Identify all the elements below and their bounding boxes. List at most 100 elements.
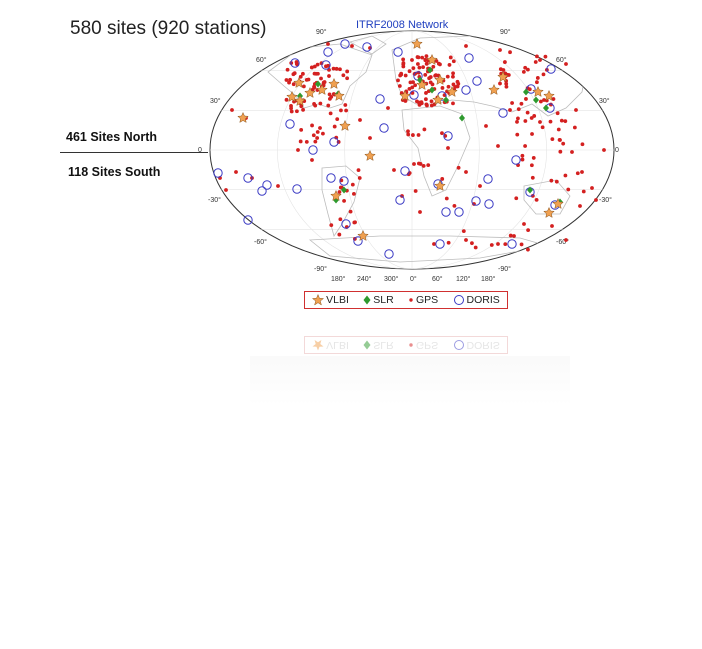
gps-station [403, 73, 408, 78]
latitude-label-right: 0 [615, 147, 619, 154]
gps-station [580, 170, 584, 174]
gps-station [358, 118, 362, 122]
gps-station [535, 76, 540, 80]
vlbi-station [333, 89, 345, 101]
gps-station [315, 130, 320, 134]
station-markers [213, 37, 606, 259]
doris-station [384, 249, 394, 259]
gps-station [438, 62, 442, 67]
vlbi-station [416, 78, 428, 90]
gps-station [446, 84, 451, 89]
legend-vlbi-label: VLBI [326, 294, 349, 306]
gps-station [417, 102, 422, 107]
gps-station [431, 64, 436, 69]
vlbi-station [446, 85, 458, 97]
doris-station [498, 108, 508, 118]
gps-station [326, 103, 331, 108]
gps-station [525, 110, 530, 115]
latitude-label-right: 90° [500, 28, 511, 36]
gps-station [407, 69, 412, 74]
gps-station [496, 144, 500, 148]
gps-station [451, 101, 455, 106]
gps-station [519, 242, 524, 247]
legend-vlbi: VLBI [312, 294, 349, 306]
gps-station [444, 196, 449, 201]
gps-station [304, 77, 309, 82]
gps-station [566, 187, 571, 192]
gps-station [456, 165, 461, 170]
gps-station [331, 66, 336, 71]
gps-station [501, 68, 506, 72]
doris-station [290, 58, 300, 68]
gps-station [415, 62, 420, 66]
gps-station [446, 240, 451, 245]
gps-station [473, 245, 478, 250]
gps-station [550, 137, 555, 141]
gps-station [321, 131, 325, 136]
gps-station [406, 129, 410, 134]
gps-station [535, 80, 539, 85]
gps-station [332, 124, 337, 129]
doris-station [340, 39, 350, 49]
gps-station [525, 67, 530, 72]
gps-station [315, 136, 320, 140]
gps-station [510, 101, 514, 105]
gps-station [581, 189, 586, 194]
gps-station [421, 65, 426, 70]
slr-station [341, 186, 347, 194]
gps-station [413, 83, 418, 88]
doris-station [461, 85, 471, 95]
gps-station [298, 74, 303, 79]
gps-station [411, 133, 415, 137]
gps-station [559, 118, 564, 123]
vlbi-station [237, 111, 249, 123]
gps-station [464, 238, 468, 242]
gps-station [520, 153, 525, 158]
longitude-label: 180° [331, 275, 346, 283]
gps-station [427, 76, 432, 81]
gps-station [432, 242, 436, 246]
latitude-label-right: 30° [599, 97, 610, 105]
latitude-label-left: 60° [256, 56, 267, 64]
gps-station [285, 67, 290, 72]
doris-station [484, 199, 494, 209]
doris-station [393, 47, 403, 57]
legend-doris-label: DORIS [466, 294, 500, 306]
doris-station [321, 60, 331, 70]
gps-station [334, 66, 339, 71]
star-icon [312, 294, 325, 306]
meridian-line [344, 31, 413, 269]
doris-station [362, 42, 372, 52]
vlbi-station [426, 53, 438, 65]
gps-station [551, 97, 556, 101]
gps-station [530, 132, 534, 136]
gps-station [299, 127, 304, 132]
gps-station [447, 63, 452, 67]
coastline [401, 105, 471, 197]
gps-station [352, 191, 356, 196]
vlbi-station [304, 86, 316, 98]
gps-station [578, 204, 582, 208]
gps-station [401, 61, 406, 65]
gps-station [530, 175, 535, 180]
doris-station [262, 180, 272, 190]
gps-station [533, 60, 538, 64]
gps-station [309, 65, 314, 70]
gps-station [284, 97, 289, 102]
north-sites-label: 461 Sites North [66, 130, 158, 144]
doris-station [243, 215, 253, 225]
reflection-fade [250, 356, 570, 406]
legend: VLBI SLR GPS DORIS [304, 291, 508, 309]
gps-station [410, 91, 415, 95]
gps-station [496, 242, 500, 246]
axis-labels: 90° 90° 60° 60° 30° 30° 0 0 -30° -30° -60° -60° -90°… [198, 28, 619, 283]
gps-station [561, 141, 566, 146]
gps-station [530, 193, 535, 198]
gps-station [337, 232, 342, 237]
gps-station [396, 78, 400, 83]
longitude-label: 120° [456, 275, 471, 283]
gps-station [319, 76, 323, 81]
gps-station [440, 86, 445, 90]
gps-station [498, 48, 502, 52]
gps-station [421, 164, 426, 168]
